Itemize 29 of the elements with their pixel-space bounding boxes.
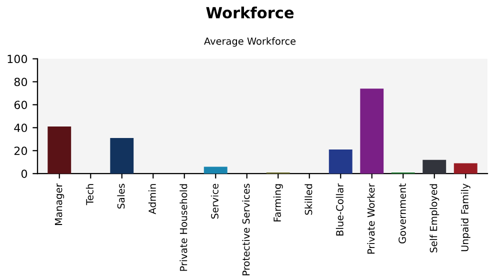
chart-title: Workforce: [206, 6, 294, 18]
y-tick-label: 60: [14, 100, 28, 110]
bar: [454, 163, 478, 174]
x-tick-label: Self Employed: [430, 184, 440, 252]
x-tick-label: Protective Services: [242, 184, 250, 276]
bar: [204, 166, 228, 174]
bar: [328, 149, 352, 174]
x-tick-label: Unpaid Family: [460, 184, 470, 252]
y-tick-label: 20: [14, 146, 28, 156]
bar: [360, 88, 384, 174]
x-tick-label: Manager: [54, 183, 64, 225]
y-tick-label: 40: [14, 124, 28, 132]
x-tick-label: Farming: [273, 184, 283, 222]
x-tick-label: Skilled: [304, 184, 312, 215]
x-tick-label: Private Worker: [367, 183, 375, 254]
bar: [422, 160, 446, 174]
x-tick-label: Private Household: [180, 184, 188, 271]
bar: [48, 126, 72, 174]
x-tick-label: Tech: [86, 184, 94, 206]
x-tick-label: Government: [398, 184, 406, 244]
y-tick-label: 80: [14, 78, 28, 86]
x-tick-label: Admin: [148, 184, 156, 214]
y-tick-label: 100: [8, 54, 28, 64]
x-tick-label: Blue-Collar: [336, 183, 344, 236]
chart-subtitle: Average Workforce: [204, 37, 296, 47]
x-tick-label: Service: [210, 184, 218, 219]
x-tick-label: Sales: [117, 184, 125, 209]
y-tick-label: 0: [21, 170, 28, 178]
bar: [110, 138, 134, 174]
